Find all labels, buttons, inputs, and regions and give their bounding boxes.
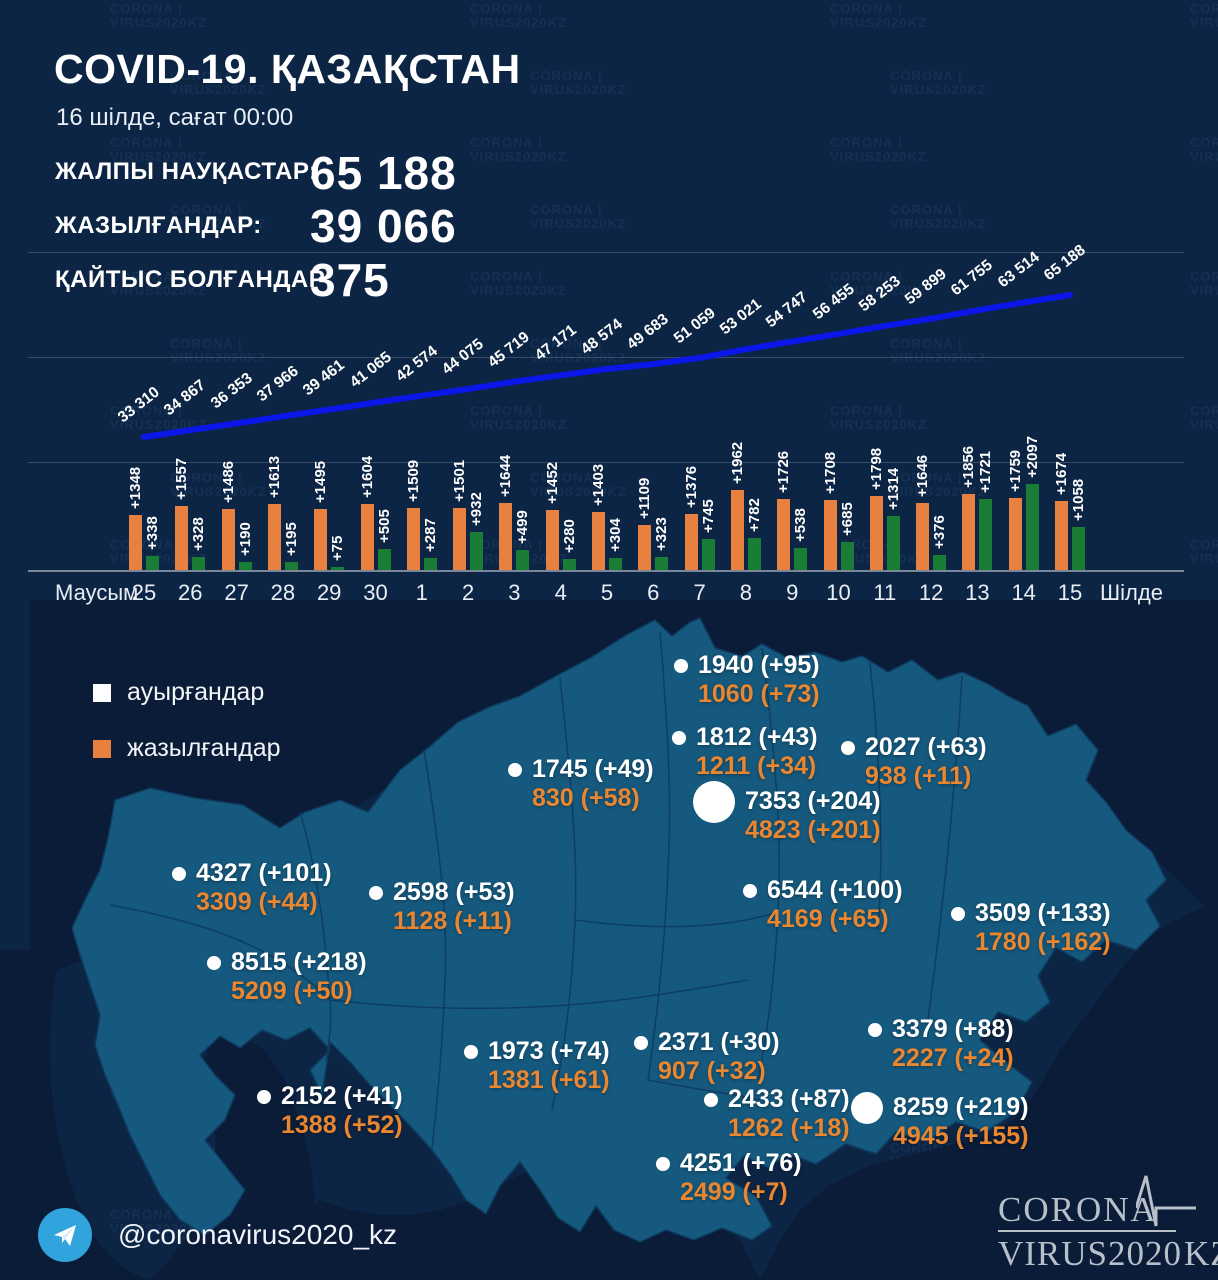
map-china-silhouette [760,900,1218,1280]
stat-recovered-label: ЖАЗЫЛҒАНДАР: [55,212,262,239]
legend-swatch-orange [93,739,111,758]
telegram-handle[interactable]: @coronavirus2020_kz [118,1219,398,1250]
logo-virus2020: VIRUS2020 [998,1234,1183,1273]
logo-corona-text: CORONA [998,1190,1158,1229]
map-legend: ауырғандар жазылғандар [93,678,281,790]
map-turkmen-silhouette [150,1035,315,1280]
legend-label-confirmed: ауырғандар [127,678,265,706]
stat-total-label: ЖАЛПЫ НАУҚАСТАР: [55,158,318,185]
legend-label-recovered: жазылғандар [127,734,281,762]
map-caspian-sea [0,950,150,1280]
legend-item-confirmed: ауырғандар [93,678,281,707]
logo-virus2020kz-text: VIRUS2020 KZ [998,1234,1218,1274]
map-kazakhstan-shape [71,617,1167,1243]
page-title: COVID-19. ҚАЗАҚСТАН [54,46,521,92]
logo-divider [998,1230,1176,1232]
telegram-icon[interactable] [38,1208,92,1262]
legend-item-recovered: жазылғандар [93,734,281,763]
logo-kz: KZ [1184,1234,1218,1273]
telegram-channel[interactable]: @coronavirus2020_kz [38,1208,397,1262]
gridline-3 [28,462,1184,463]
map-region-borders [109,631,963,1151]
stat-deaths-label: ҚАЙТЫС БОЛҒАНДАР: [55,266,334,293]
coronavirus2020kz-logo: CORONA VIRUS2020 KZ [998,1175,1218,1274]
report-date: 16 шілде, сағат 00:00 [56,104,294,131]
logo-pulse-icon [1136,1175,1196,1227]
legend-swatch-white [93,683,111,702]
stat-deaths-value: 375 [310,254,390,306]
gridline-1 [28,252,1184,253]
bar-axis-line [28,570,1184,572]
stat-recovered-value: 39 066 [310,200,457,252]
stat-total-value: 65 188 [310,147,457,199]
gridline-2 [28,357,1184,358]
